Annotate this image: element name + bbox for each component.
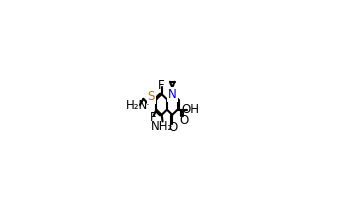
Text: F: F (150, 111, 156, 124)
Text: OH: OH (182, 103, 200, 116)
Text: O: O (179, 114, 188, 127)
Text: O: O (169, 121, 178, 134)
Text: NH₂: NH₂ (151, 120, 173, 133)
Text: S: S (147, 90, 155, 103)
Text: H₂N: H₂N (126, 98, 148, 112)
Text: F: F (158, 79, 165, 92)
Text: N: N (168, 88, 177, 101)
